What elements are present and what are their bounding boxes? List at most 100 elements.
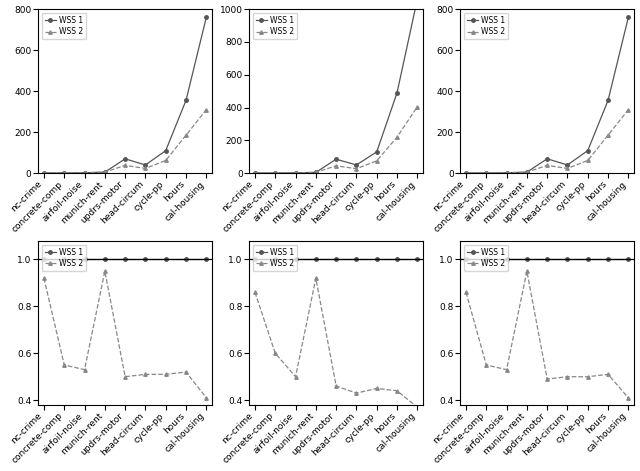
WSS 1 (604, 257, 612, 262)
WSS 2 (182, 369, 190, 375)
WSS 1 (101, 169, 109, 175)
WSS 2 (523, 169, 531, 175)
Legend: WSS 1, WSS 2: WSS 1, WSS 2 (464, 244, 508, 271)
Line: WSS 2: WSS 2 (42, 108, 208, 175)
Line: WSS 1: WSS 1 (42, 16, 208, 175)
WSS 2 (182, 132, 190, 138)
WSS 2 (122, 374, 129, 380)
WSS 1 (40, 257, 48, 262)
WSS 2 (503, 170, 511, 176)
WSS 2 (312, 170, 320, 175)
WSS 2 (162, 372, 170, 377)
WSS 1 (251, 170, 259, 176)
WSS 2 (312, 276, 320, 281)
WSS 1 (40, 170, 48, 176)
WSS 2 (413, 104, 421, 110)
WSS 2 (543, 162, 551, 168)
WSS 2 (251, 170, 259, 176)
WSS 2 (373, 158, 381, 164)
Legend: WSS 1, WSS 2: WSS 1, WSS 2 (253, 13, 298, 39)
WSS 2 (413, 405, 421, 410)
WSS 1 (202, 257, 210, 262)
WSS 2 (40, 170, 48, 176)
WSS 1 (523, 257, 531, 262)
WSS 1 (60, 170, 68, 176)
WSS 1 (564, 257, 572, 262)
WSS 1 (523, 169, 531, 175)
WSS 2 (122, 162, 129, 168)
Line: WSS 1: WSS 1 (253, 0, 419, 175)
WSS 2 (625, 395, 632, 401)
WSS 1 (141, 162, 149, 168)
WSS 2 (332, 163, 340, 169)
WSS 1 (292, 170, 300, 176)
WSS 1 (625, 257, 632, 262)
WSS 1 (413, 0, 421, 2)
WSS 2 (393, 388, 401, 394)
WSS 1 (503, 257, 511, 262)
WSS 2 (101, 268, 109, 274)
WSS 1 (271, 257, 279, 262)
WSS 2 (625, 107, 632, 113)
WSS 1 (584, 148, 591, 154)
WSS 1 (543, 257, 551, 262)
WSS 2 (373, 386, 381, 391)
WSS 2 (202, 395, 210, 401)
Line: WSS 2: WSS 2 (253, 105, 419, 175)
WSS 1 (312, 170, 320, 175)
WSS 1 (122, 156, 129, 162)
WSS 1 (141, 257, 149, 262)
WSS 2 (271, 350, 279, 356)
WSS 2 (604, 372, 612, 377)
Line: WSS 1: WSS 1 (464, 258, 630, 261)
WSS 1 (483, 170, 490, 176)
WSS 2 (162, 158, 170, 163)
Line: WSS 2: WSS 2 (42, 269, 208, 399)
WSS 2 (353, 166, 360, 171)
WSS 2 (40, 276, 48, 281)
WSS 1 (122, 257, 129, 262)
WSS 2 (202, 107, 210, 113)
WSS 1 (271, 170, 279, 176)
WSS 1 (202, 15, 210, 20)
WSS 1 (81, 170, 88, 176)
WSS 2 (543, 376, 551, 382)
WSS 2 (271, 170, 279, 176)
WSS 2 (483, 362, 490, 368)
WSS 1 (584, 257, 591, 262)
Line: WSS 1: WSS 1 (464, 16, 630, 175)
WSS 2 (251, 290, 259, 295)
WSS 1 (373, 149, 381, 154)
Legend: WSS 1, WSS 2: WSS 1, WSS 2 (253, 244, 298, 271)
WSS 2 (292, 374, 300, 380)
WSS 1 (332, 156, 340, 162)
WSS 2 (604, 132, 612, 138)
WSS 2 (523, 268, 531, 274)
WSS 1 (251, 257, 259, 262)
WSS 1 (462, 170, 470, 176)
WSS 1 (543, 156, 551, 162)
WSS 1 (162, 257, 170, 262)
Line: WSS 2: WSS 2 (464, 108, 630, 175)
WSS 1 (604, 97, 612, 103)
WSS 2 (564, 166, 572, 171)
WSS 2 (60, 362, 68, 368)
WSS 2 (332, 383, 340, 389)
WSS 1 (503, 170, 511, 176)
WSS 1 (182, 257, 190, 262)
Legend: WSS 1, WSS 2: WSS 1, WSS 2 (42, 13, 86, 39)
Line: WSS 1: WSS 1 (42, 258, 208, 261)
Legend: WSS 1, WSS 2: WSS 1, WSS 2 (464, 13, 508, 39)
WSS 1 (353, 257, 360, 262)
WSS 2 (584, 374, 591, 380)
Legend: WSS 1, WSS 2: WSS 1, WSS 2 (42, 244, 86, 271)
WSS 2 (292, 170, 300, 176)
WSS 1 (101, 257, 109, 262)
WSS 2 (462, 290, 470, 295)
Line: WSS 2: WSS 2 (253, 276, 419, 409)
WSS 1 (162, 148, 170, 154)
WSS 2 (141, 372, 149, 377)
WSS 2 (101, 169, 109, 175)
WSS 1 (462, 257, 470, 262)
WSS 2 (483, 170, 490, 176)
